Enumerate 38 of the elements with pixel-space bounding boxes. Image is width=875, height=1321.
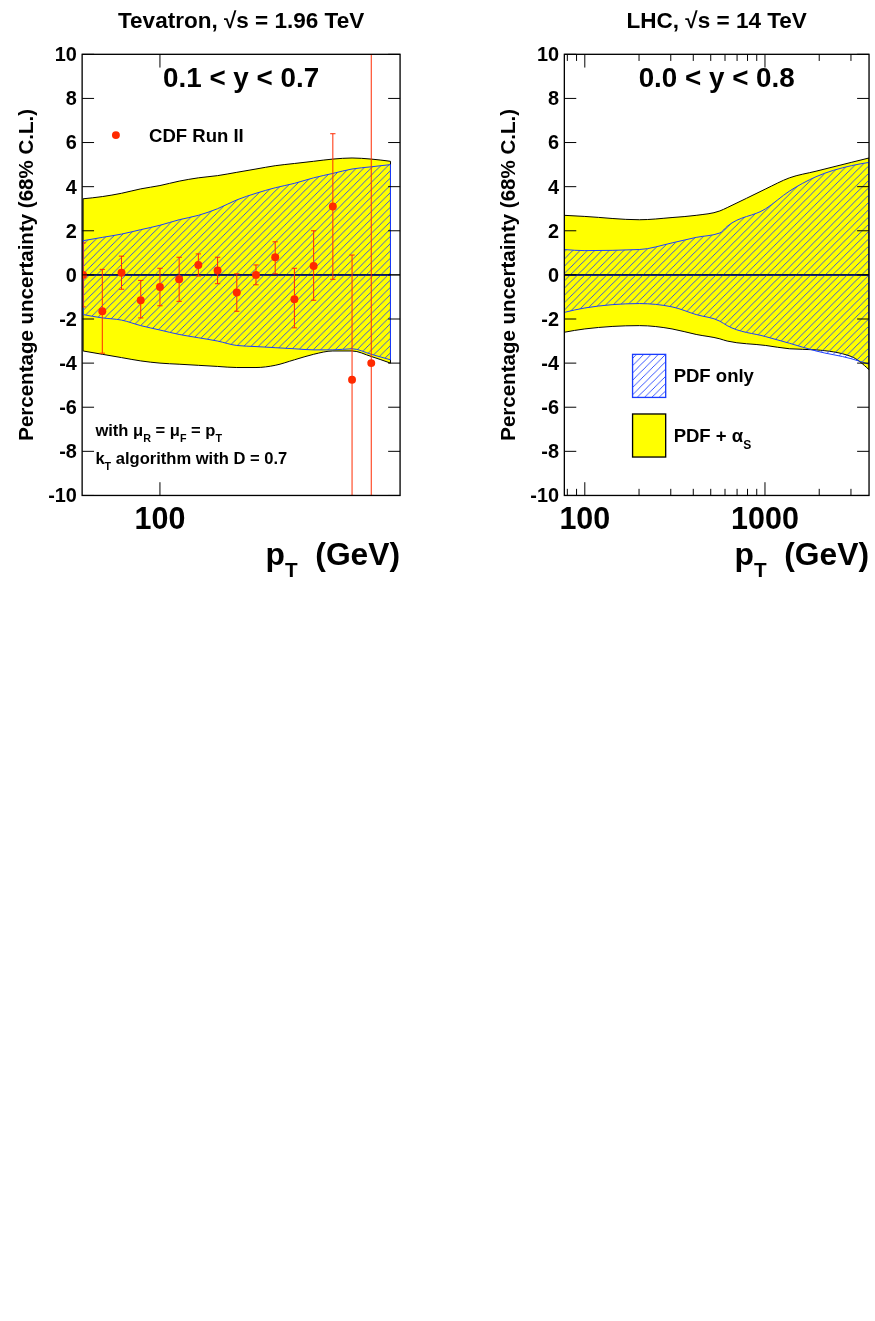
y-tick-label: 6 xyxy=(65,131,77,154)
annotation: k$_{T}$ algorithm with D = 0.7 xyxy=(95,448,288,472)
y-tick-label: -6 xyxy=(541,396,560,419)
y-tick-label: -10 xyxy=(48,484,77,507)
y-tick-label: 0 xyxy=(65,263,77,286)
y-tick-label: 6 xyxy=(548,131,560,154)
chart-title: Tevatron, √s = 1.96 TeV xyxy=(118,7,365,33)
y-tick-label: 10 xyxy=(54,43,77,66)
y-tick-label: 4 xyxy=(65,175,77,198)
y-tick-label: 8 xyxy=(65,87,77,110)
y-tick-label: -4 xyxy=(541,352,560,375)
legend-label: PDF + α$_{S}$ xyxy=(673,424,752,452)
y-tick-label: 0 xyxy=(548,263,560,286)
y-tick-label: 10 xyxy=(536,43,560,66)
x-tick-label: 100 xyxy=(134,500,186,535)
annotation: 0.1 < y < 0.7 xyxy=(163,62,320,94)
annotation: with μ$_{R}$ = μ$_{F}$ = p$_{T}$ xyxy=(94,420,223,444)
y-tick-label: -10 xyxy=(530,484,560,507)
chart-title: LHC, √s = 14 TeV xyxy=(626,7,807,33)
legend-label: PDF only xyxy=(673,365,755,387)
y-tick-label: 2 xyxy=(65,219,77,242)
y-tick-label: 4 xyxy=(548,175,560,198)
x-axis-title: p$_{T}$ (GeV) xyxy=(734,536,870,581)
legend-label: CDF Run II xyxy=(149,124,244,146)
y-tick-label: 2 xyxy=(548,219,560,242)
y-tick-label: 8 xyxy=(548,87,560,110)
y-tick-label: -4 xyxy=(59,352,77,375)
y-axis-title: Percentage uncertainty (68% C.L.) xyxy=(496,109,520,441)
y-tick-label: -8 xyxy=(541,440,560,463)
y-tick-label: -6 xyxy=(59,396,77,419)
y-tick-label: -8 xyxy=(59,440,77,463)
x-axis-title: p$_{T}$ (GeV) xyxy=(265,536,401,581)
y-axis-title: Percentage uncertainty (68% C.L.) xyxy=(14,109,38,441)
x-tick-label: 100 xyxy=(559,500,611,535)
y-tick-label: -2 xyxy=(59,307,77,330)
annotation: 0.0 < y < 0.8 xyxy=(638,62,795,94)
y-tick-label: -2 xyxy=(541,307,560,330)
x-tick-label: 1000 xyxy=(731,500,799,535)
